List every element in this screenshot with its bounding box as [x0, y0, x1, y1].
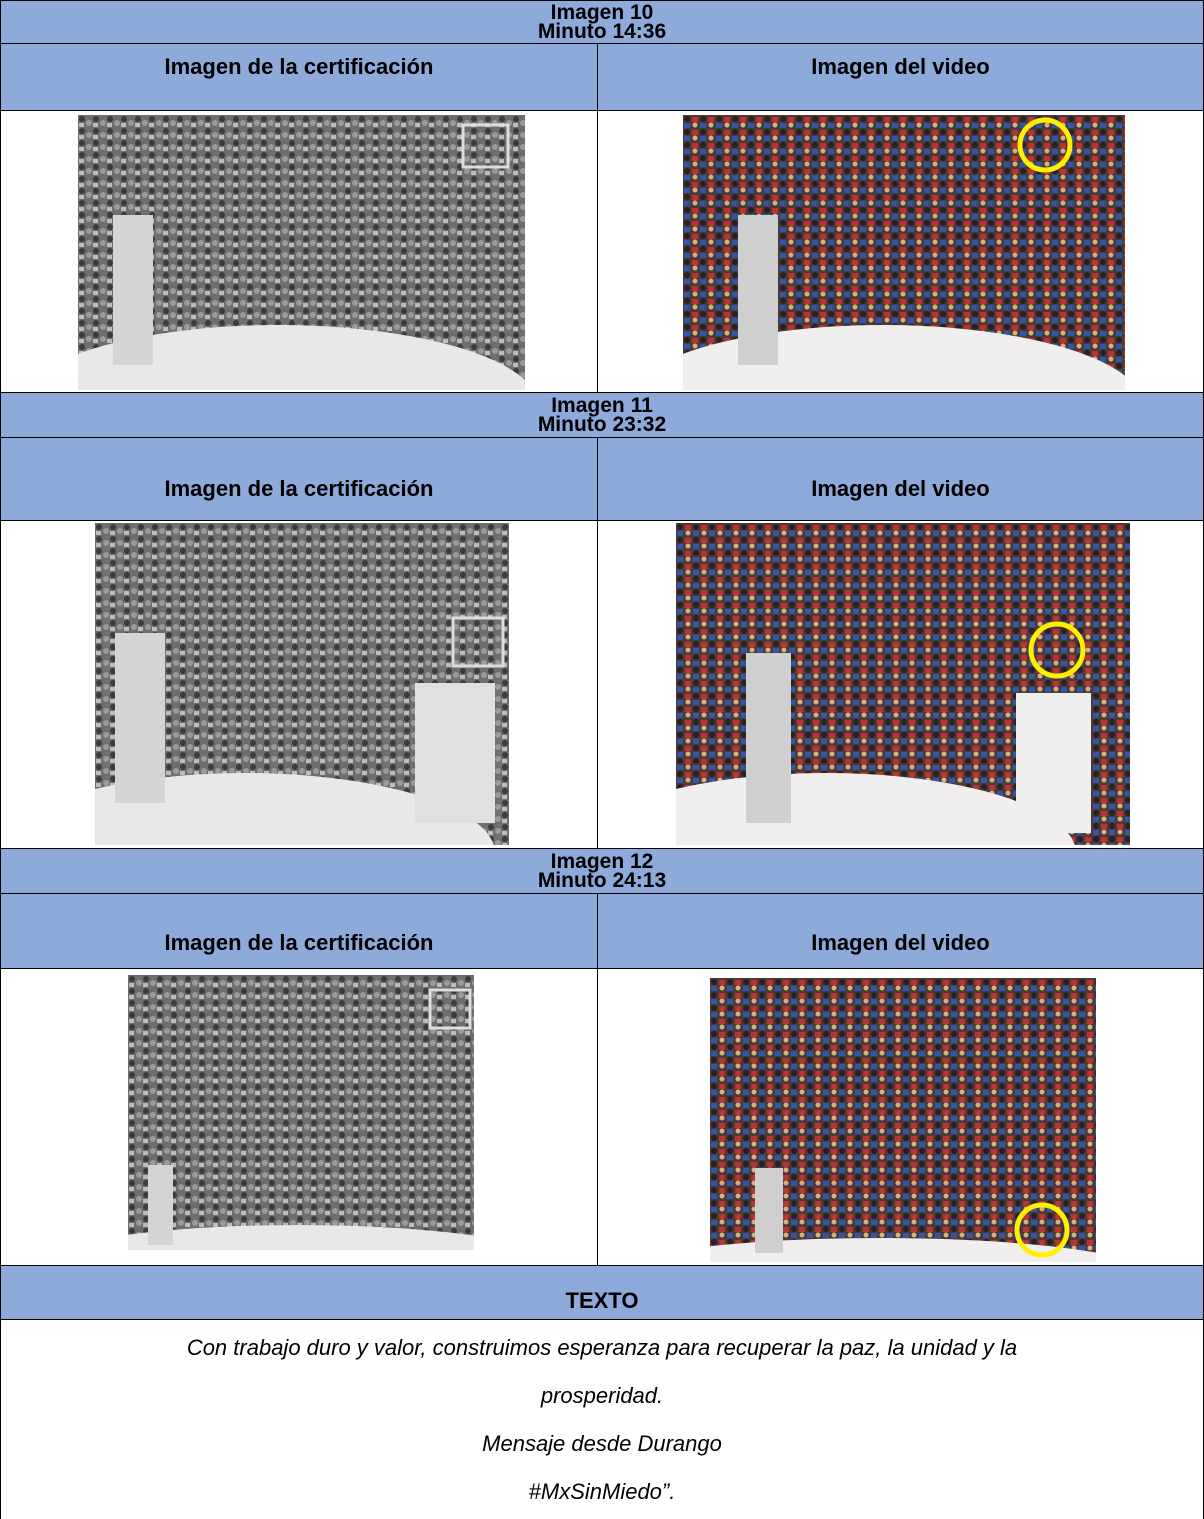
video-image: [676, 523, 1130, 845]
video-image: [683, 115, 1125, 390]
certification-image: [128, 975, 474, 1250]
video-image: [710, 978, 1096, 1262]
column-header: Imagen de la certificación: [0, 43, 598, 111]
section-minute: Minuto 23:32: [537, 413, 667, 436]
certification-image: [95, 523, 509, 845]
section-header: Imagen 11 Minuto 23:32: [0, 392, 1204, 438]
section-title: Imagen 12: [550, 850, 654, 873]
text-line: prosperidad.: [540, 1383, 664, 1408]
text-cell: Con trabajo duro y valor, construimos es…: [0, 1319, 1204, 1519]
text-line: Mensaje desde Durango: [482, 1431, 722, 1456]
column-header: Imagen del video: [597, 43, 1204, 111]
text-line: Con trabajo duro y valor, construimos es…: [186, 1335, 1018, 1360]
column-header: Imagen del video: [597, 437, 1204, 521]
column-header: Imagen del video: [597, 893, 1204, 969]
column-header: Imagen de la certificación: [0, 893, 598, 969]
section-header: Imagen 12 Minuto 24:13: [0, 848, 1204, 894]
text-line: #MxSinMiedo”.: [528, 1479, 676, 1504]
section-header: Imagen 10 Minuto 14:36: [0, 0, 1204, 44]
text-header: TEXTO: [0, 1265, 1204, 1320]
certification-image: [78, 115, 525, 390]
section-title: Imagen 11: [551, 394, 653, 417]
section-minute: Minuto 24:13: [537, 869, 667, 892]
section-title: Imagen 10: [550, 1, 654, 24]
section-minute: Minuto 14:36: [537, 20, 667, 43]
column-header: Imagen de la certificación: [0, 437, 598, 521]
